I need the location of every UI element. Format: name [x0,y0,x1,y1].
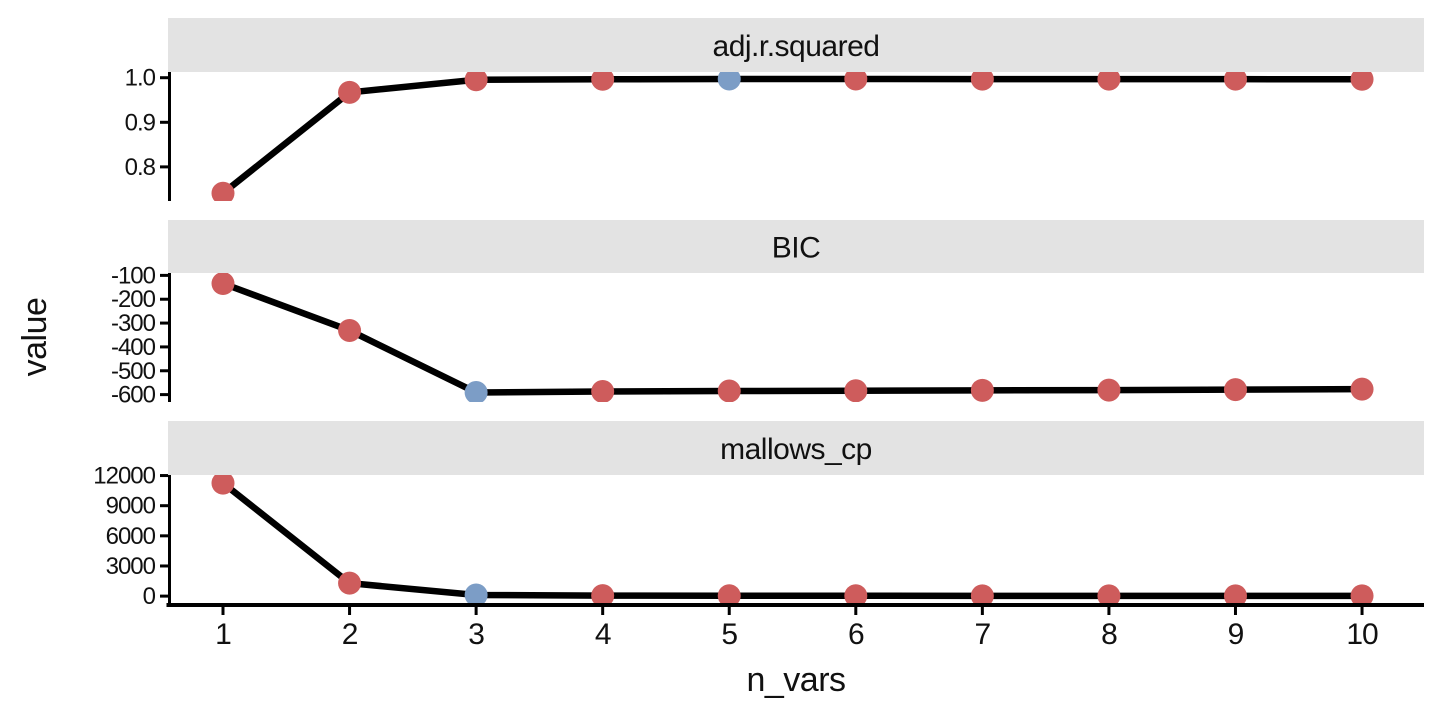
data-point [970,378,994,402]
data-point [1223,378,1247,402]
y-tick-label: -300 [111,310,156,337]
data-point [591,72,615,91]
facet-strip-title: mallows_cp [720,433,872,466]
data-point [1350,72,1374,91]
x-tick-label: 5 [721,618,737,651]
x-tick-label: 10 [1346,618,1378,651]
x-tick-label: 4 [595,618,611,651]
y-tick-label: 1.0 [125,65,156,92]
x-tick-label: 7 [975,618,991,651]
y-tick-label: 6000 [106,523,156,550]
data-line [219,75,1366,197]
data-point [1223,72,1247,91]
data-point [844,72,868,91]
data-line [219,479,1366,600]
facet-panel: BIC -100-200-300-400-500-600 [111,220,1424,409]
data-point [1350,584,1374,603]
y-tick-label: 9000 [106,493,156,520]
x-tick-label: 1 [215,618,231,651]
data-point [970,584,994,603]
data-point [1097,378,1121,402]
x-tick-label: 6 [848,618,864,651]
facet-strip-title: adj.r.squared [713,30,880,63]
y-tick-label: -400 [111,334,156,361]
data-point [970,72,994,91]
y-tick-label: 0.9 [125,109,156,136]
data-point [591,584,615,603]
facet-panel: mallows_cp 12000 9000 6000 3000 0 [93,421,1424,610]
y-tick-label: 12000 [93,463,155,490]
x-tick-label: 2 [342,618,358,651]
data-line [219,280,1366,396]
data-point [591,380,615,402]
data-point [1223,584,1247,603]
data-point-best [464,583,488,603]
data-point [338,571,362,595]
x-tick-label: 8 [1101,618,1117,651]
data-point [1350,377,1374,401]
x-tick-label: 9 [1228,618,1244,651]
data-point-best [717,72,741,91]
data-point [211,181,235,201]
y-tick-label: 3000 [106,553,156,580]
y-tick-label: -500 [111,358,156,385]
facet-panel: adj.r.squared 1.0 0.9 0.8 [125,18,1424,201]
data-point [844,584,868,603]
facet-strip [168,18,1424,72]
data-point [1097,584,1121,603]
data-point [338,80,362,104]
panels: adj.r.squared 1.0 0.9 0.8 BIC -100-200-300-40… [93,18,1424,610]
x-axis-title: n_vars [746,661,845,699]
y-tick-label: -100 [111,262,156,289]
data-point [717,584,741,603]
data-point [717,379,741,402]
data-point [1097,72,1121,91]
data-point [338,318,362,342]
x-axis: 1 2 3 4 5 6 7 8 9 10 [166,603,1424,651]
data-point [211,273,235,295]
data-point [844,379,868,402]
y-axis-title: value [16,298,54,377]
data-point [211,475,235,495]
y-tick-label: -600 [111,382,156,409]
x-tick-label: 3 [468,618,484,651]
facet-strip-title: BIC [772,232,821,265]
data-point-best [464,380,488,402]
y-tick-label: -200 [111,286,156,313]
facet-strip [168,421,1424,475]
facet-strip [168,220,1424,273]
y-tick-label: 0.8 [125,154,156,181]
y-tick-label: 0 [143,583,156,610]
data-point [464,72,488,92]
